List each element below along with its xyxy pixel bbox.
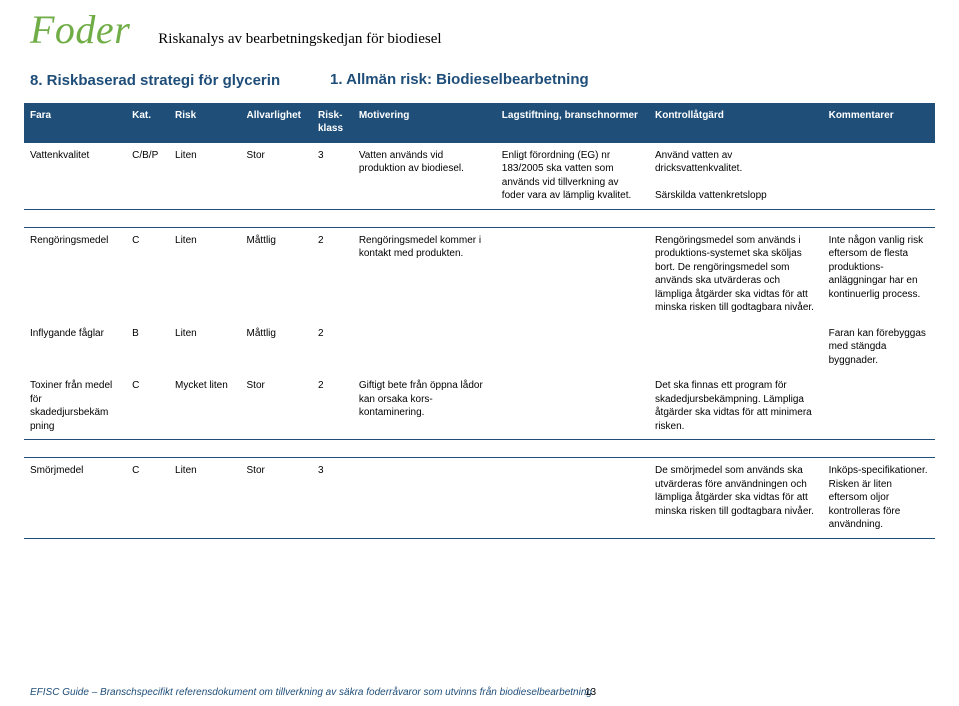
- cell-motiv: Rengöringsmedel kommer i kontakt med pro…: [353, 227, 496, 321]
- col-kat: Kat.: [126, 103, 169, 143]
- cell-motiv: Vatten används vid produktion av biodies…: [353, 142, 496, 209]
- cell-klass: 2: [312, 321, 353, 374]
- col-risk: Risk: [169, 103, 240, 143]
- cell-ctrl: Det ska finnas ett program för skadedjur…: [649, 373, 823, 440]
- cell-komm: [823, 142, 935, 209]
- cell-risk: Mycket liten: [169, 373, 240, 440]
- cell-komm: Inte någon vanlig risk eftersom de flest…: [823, 227, 935, 321]
- cell-kat: C/B/P: [126, 142, 169, 209]
- table-row: Toxiner från medel för skadedjursbekäm p…: [24, 373, 935, 440]
- cell-risk: Liten: [169, 227, 240, 321]
- col-komm: Kommentarer: [823, 103, 935, 143]
- col-ctrl: Kontrollåtgärd: [649, 103, 823, 143]
- cell-komm: Faran kan förebyggas med stängda byggnad…: [823, 321, 935, 374]
- cell-risk: Liten: [169, 458, 240, 539]
- cell-sev: Måttlig: [241, 321, 312, 374]
- page-footer: EFISC Guide – Branschspecifikt referensd…: [30, 687, 929, 698]
- table-row: SmörjmedelCLitenStor3 De smörjmedel som a…: [24, 458, 935, 539]
- cell-motiv: [353, 458, 496, 539]
- cell-klass: 2: [312, 227, 353, 321]
- cell-lag: [496, 321, 649, 374]
- section-titles: 8. Riskbaserad strategi för glycerin 1. …: [0, 53, 959, 97]
- cell-fara: Rengöringsmedel: [24, 227, 126, 321]
- brand-title: Foder: [30, 6, 130, 53]
- col-fara: Fara: [24, 103, 126, 143]
- table-header: Fara Kat. Risk Allvarlighet Risk-klass M…: [24, 103, 935, 143]
- cell-klass: 3: [312, 142, 353, 209]
- cell-lag: [496, 458, 649, 539]
- cell-fara: Inflygande fåglar: [24, 321, 126, 374]
- col-sev: Allvarlighet: [241, 103, 312, 143]
- cell-fara: Toxiner från medel för skadedjursbekäm p…: [24, 373, 126, 440]
- cell-fara: Vattenkvalitet: [24, 142, 126, 209]
- section-title-left: 8. Riskbaserad strategi för glycerin: [30, 71, 310, 91]
- cell-ctrl: De smörjmedel som används ska utvärderas…: [649, 458, 823, 539]
- group-spacer: [24, 209, 935, 227]
- cell-komm: [823, 373, 935, 440]
- cell-sev: Måttlig: [241, 227, 312, 321]
- cell-kat: C: [126, 458, 169, 539]
- col-lag: Lagstiftning, branschnormer: [496, 103, 649, 143]
- cell-sev: Stor: [241, 142, 312, 209]
- col-motiv: Motivering: [353, 103, 496, 143]
- page-number: 13: [585, 687, 596, 698]
- table-row: RengöringsmedelCLitenMåttlig2Rengöringsm…: [24, 227, 935, 321]
- cell-komm: Inköps-specifikationer. Risken är liten …: [823, 458, 935, 539]
- cell-motiv: Giftigt bete från öppna lådor kan orsaka…: [353, 373, 496, 440]
- cell-sev: Stor: [241, 458, 312, 539]
- group-spacer: [24, 440, 935, 458]
- cell-klass: 3: [312, 458, 353, 539]
- cell-risk: Liten: [169, 321, 240, 374]
- cell-klass: 2: [312, 373, 353, 440]
- cell-sev: Stor: [241, 373, 312, 440]
- cell-ctrl: [649, 321, 823, 374]
- cell-fara: Smörjmedel: [24, 458, 126, 539]
- table-row: VattenkvalitetC/B/PLitenStor3Vatten anvä…: [24, 142, 935, 209]
- cell-lag: [496, 373, 649, 440]
- cell-lag: Enligt förordning (EG) nr 183/2005 ska v…: [496, 142, 649, 209]
- page-header: Foder Riskanalys av bearbetningskedjan f…: [0, 0, 959, 53]
- cell-kat: C: [126, 373, 169, 440]
- cell-kat: B: [126, 321, 169, 374]
- cell-risk: Liten: [169, 142, 240, 209]
- cell-motiv: [353, 321, 496, 374]
- cell-ctrl: Rengöringsmedel som används i produktion…: [649, 227, 823, 321]
- page-tagline: Riskanalys av bearbetningskedjan för bio…: [158, 31, 441, 48]
- table-body: VattenkvalitetC/B/PLitenStor3Vatten anvä…: [24, 142, 935, 538]
- cell-kat: C: [126, 227, 169, 321]
- table-row: Inflygande fåglarBLitenMåttlig2 Faran kan…: [24, 321, 935, 374]
- section-title-right: 1. Allmän risk: Biodieselbearbetning: [310, 71, 929, 88]
- col-klass: Risk-klass: [312, 103, 353, 143]
- risk-table: Fara Kat. Risk Allvarlighet Risk-klass M…: [24, 103, 935, 539]
- footer-text: EFISC Guide – Branschspecifikt referensd…: [30, 687, 592, 698]
- cell-lag: [496, 227, 649, 321]
- cell-ctrl: Använd vatten av dricksvattenkvalitet.Sä…: [649, 142, 823, 209]
